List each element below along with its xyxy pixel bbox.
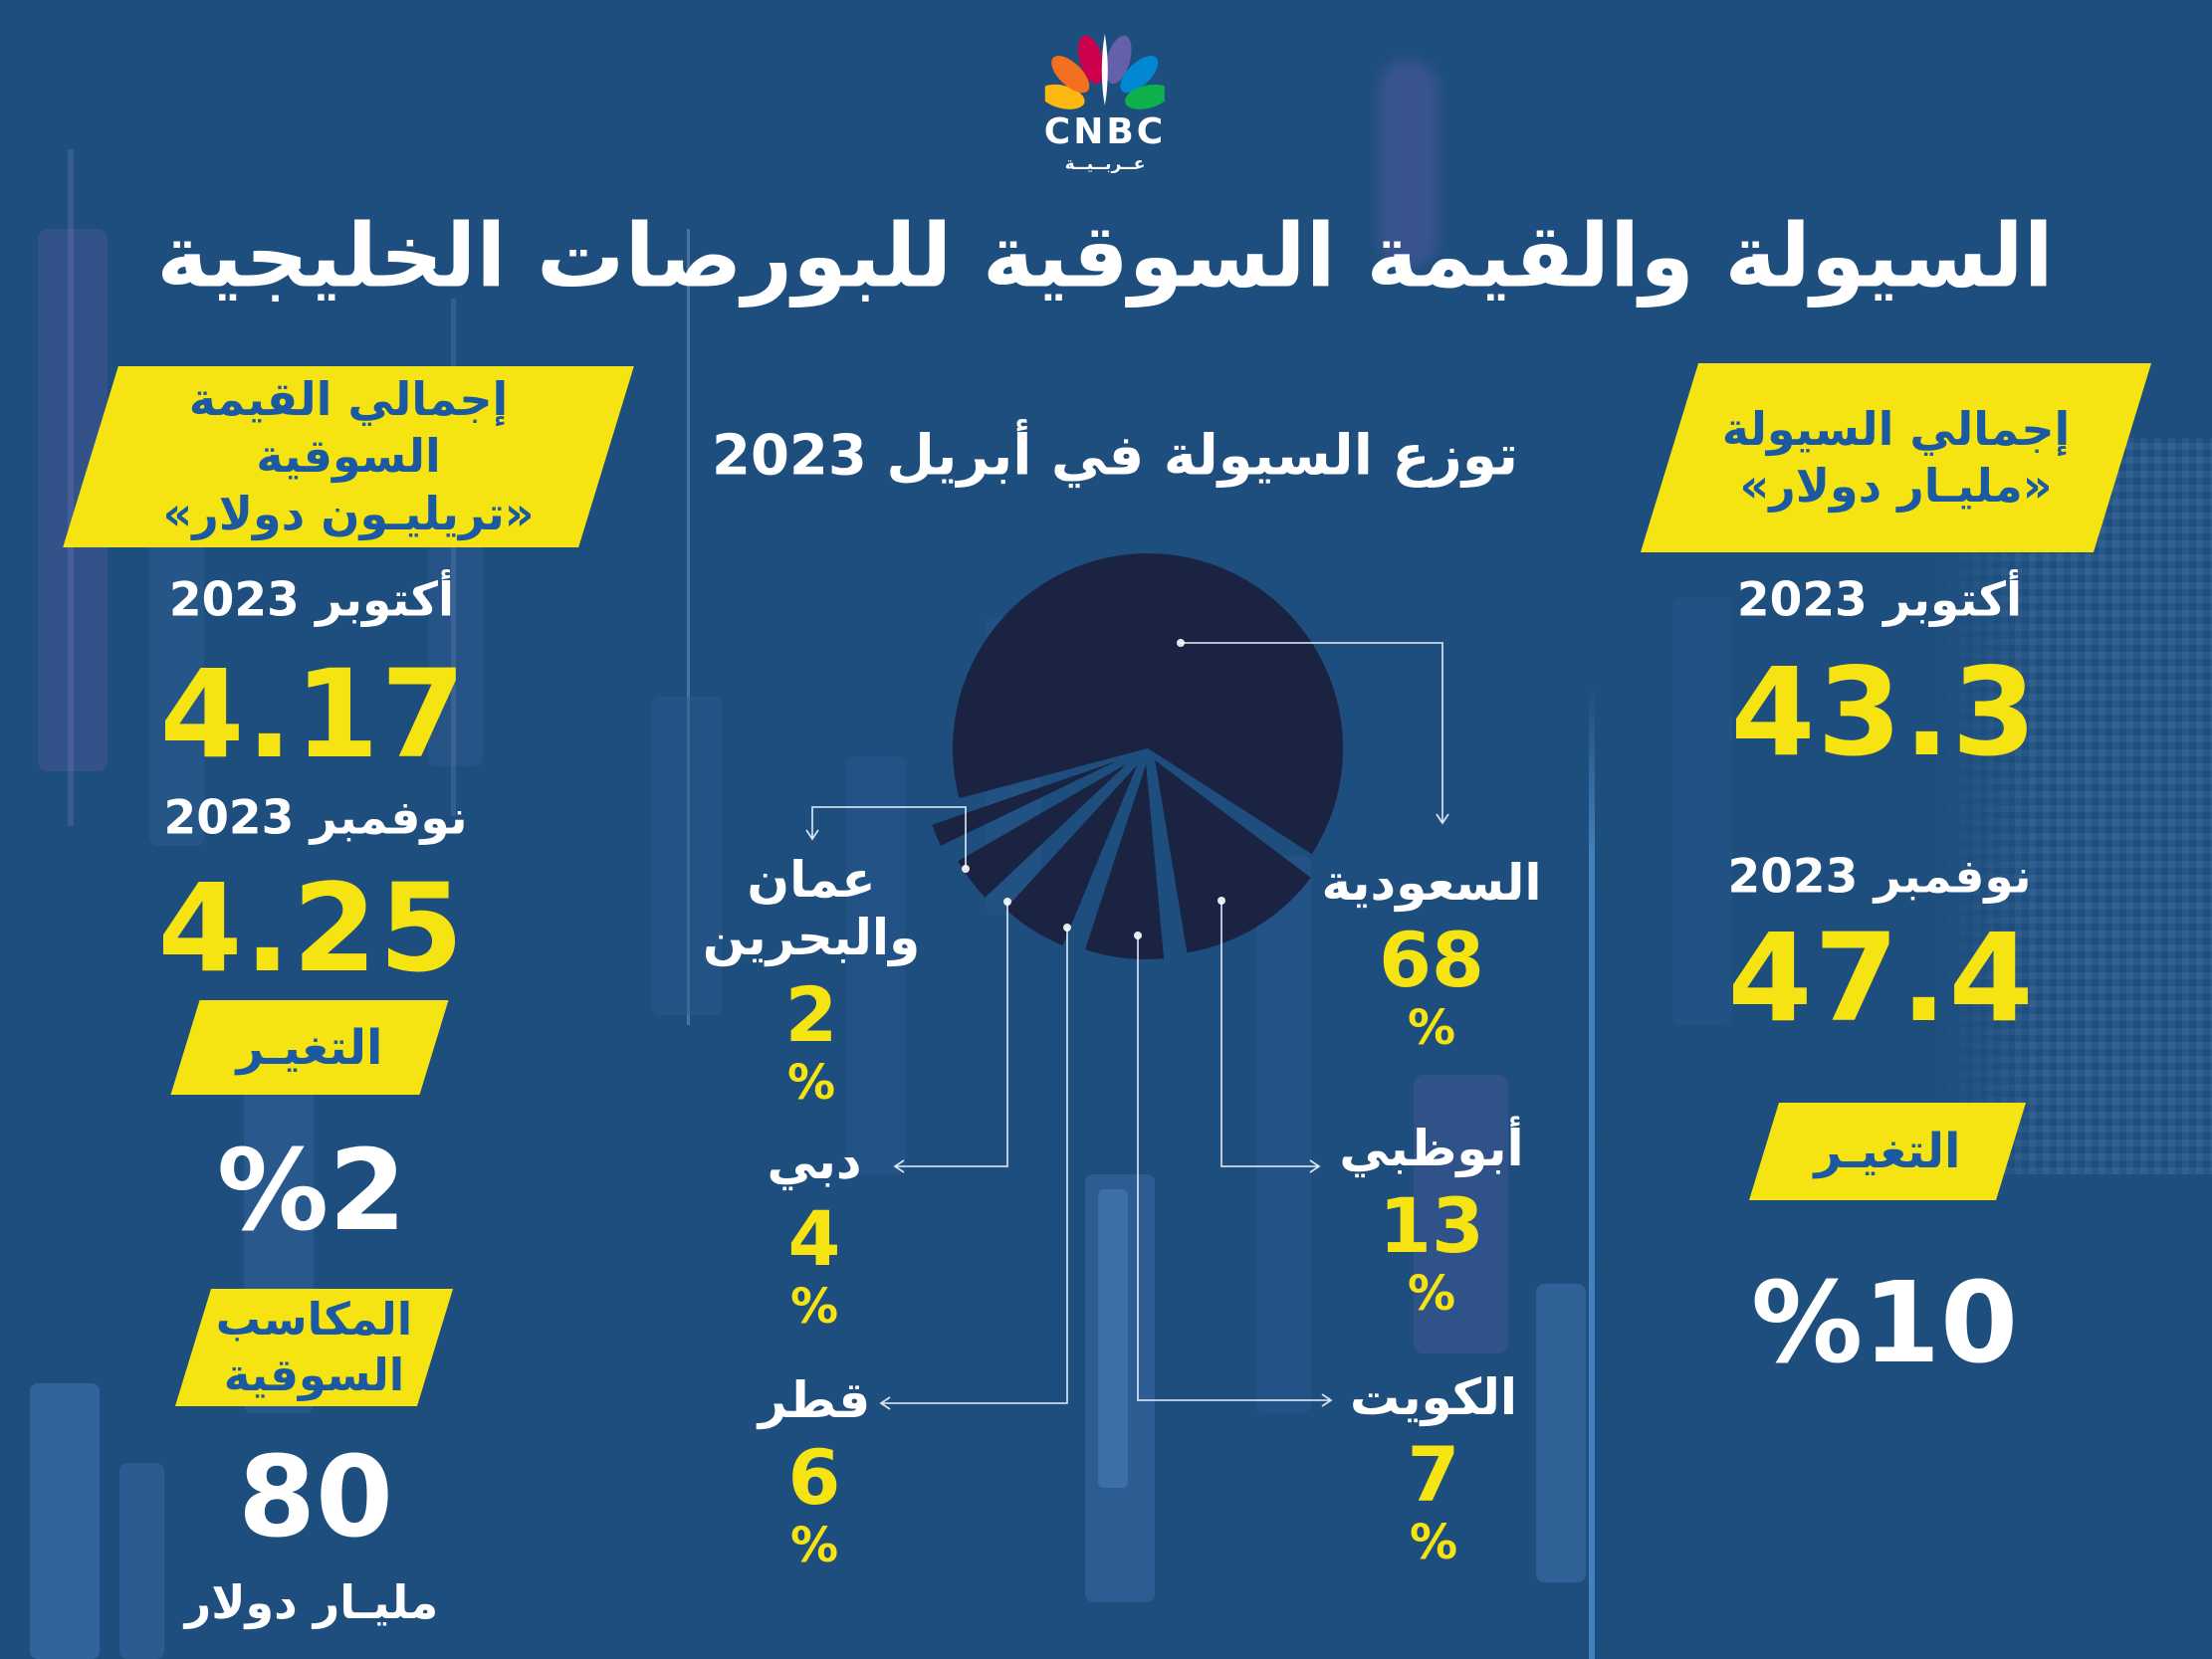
leader-line-saudi (1181, 642, 1449, 825)
liquidity-november-label: نوفمبر 2023 (1727, 849, 2032, 905)
pie-slices (932, 553, 1344, 959)
brand-name: CNBC (1043, 111, 1167, 152)
pie-label-qatar-unit: % (789, 1518, 839, 1574)
pie-slice-abudhabi (1155, 759, 1311, 953)
market-gains-value: 80 (238, 1433, 393, 1562)
liquidity-change-value: %10 (1750, 1259, 2019, 1388)
pie-slice-dubai (958, 763, 1128, 898)
leader-line-dubai (893, 902, 1008, 1173)
peacock-icon (1039, 34, 1171, 109)
market-cap-banner-line1: إجمالي القيمة السوقية (188, 371, 509, 484)
pie-label-dubai-unit: % (789, 1279, 839, 1336)
pie-label-abudhabi-value: 13 (1379, 1181, 1484, 1270)
pie-label-kuwait-value: 7 (1407, 1430, 1460, 1519)
market-cap-november-label: نوفمبر 2023 (163, 790, 468, 846)
pie-label-saudi-name: السعودية (1321, 854, 1542, 912)
liquidity-october-value: 43.3 (1730, 642, 2039, 783)
leader-dot-saudi (1177, 639, 1185, 647)
liquidity-change-banner: التغيـر (1764, 1103, 2011, 1200)
market-gains-unit: مليـار دولار (184, 1575, 439, 1629)
leader-dot-abudhabi (1217, 897, 1225, 905)
market-gains-banner-line2: السوقية (223, 1348, 405, 1401)
pie-slice-oman-bahrain (932, 760, 1117, 846)
leader-dot-dubai (1003, 898, 1011, 906)
pie-label-saudi: السعودية 68 % (1321, 854, 1541, 1053)
liquidity-november-value: 47.4 (1727, 908, 2036, 1049)
pie-label-oman-bahrain-unit: % (786, 1055, 836, 1112)
market-cap-november-value: 4.25 (157, 858, 466, 999)
pie-slice-kuwait (1085, 763, 1165, 959)
market-cap-change-banner-label: التغيـر (236, 1019, 383, 1076)
pie-slice-saudi (953, 553, 1344, 855)
pie-label-kuwait-unit: % (1409, 1515, 1458, 1571)
pie-label-oman-bahrain-value: 2 (784, 970, 838, 1059)
liquidity-october-label: أكتوبر 2023 (1736, 572, 2023, 628)
pie-label-qatar-name: قطر (758, 1371, 871, 1429)
market-cap-change-value: %2 (216, 1127, 407, 1256)
leader-dot-oman-bahrain (962, 865, 970, 873)
chart-title: توزع السيولة في أبريل 2023 (711, 423, 1519, 489)
pie-label-qatar: قطر 6 % (759, 1371, 871, 1570)
pie-label-oman-bahrain: عمان والبحرين 2 % (687, 851, 936, 1108)
pie-label-kuwait: الكويت 7 % (1350, 1368, 1517, 1567)
market-cap-banner: إجمالي القيمة السوقية «تريليـون دولار» (91, 366, 606, 547)
market-gains-banner: المكاسب السوقية (193, 1289, 435, 1406)
liquidity-banner: إجمالي السيولة «مليـار دولار» (1669, 363, 2122, 552)
leader-line-kuwait (1137, 935, 1333, 1407)
pie-label-dubai-name: دبي (767, 1133, 862, 1190)
market-gains-banner-line1: المكاسب (215, 1292, 413, 1346)
market-cap-change-banner: التغيـر (185, 1000, 434, 1095)
pie-label-saudi-value: 68 (1379, 916, 1484, 1004)
market-cap-october-label: أكتوبر 2023 (168, 572, 455, 628)
brand-arabic: عــربــيــة (1064, 154, 1146, 174)
liquidity-change-banner-label: التغيـر (1814, 1124, 1961, 1179)
market-cap-october-value: 4.17 (159, 644, 468, 785)
liquidity-banner-line1: إجمالي السيولة (1721, 401, 2071, 456)
bg-pixel-mosaic (1931, 438, 2212, 1174)
leader-dot-qatar (1063, 924, 1071, 932)
page-title: السيولة والقيمة السوقية للبورصات الخليجي… (156, 204, 2054, 308)
pie-label-dubai-value: 4 (787, 1194, 841, 1283)
leader-line-qatar (879, 928, 1068, 1410)
pie-label-abudhabi-name: أبوظبي (1339, 1120, 1524, 1177)
pie-label-qatar-value: 6 (787, 1433, 841, 1522)
market-cap-banner-line2: «تريليـون دولار» (162, 486, 535, 540)
cnbc-arabia-logo: CNBC عــربــيــة (1039, 32, 1171, 174)
pie-label-oman-bahrain-name: عمان والبحرين (702, 851, 921, 966)
leader-line-abudhabi (1220, 901, 1321, 1173)
pie-label-saudi-unit: % (1407, 1000, 1456, 1057)
leader-dot-kuwait (1134, 932, 1142, 939)
pie-slice-qatar (1004, 764, 1138, 946)
liquidity-banner-line2: «مليـار دولار» (1739, 459, 2053, 513)
pie-label-abudhabi: أبوظبي 13 % (1339, 1120, 1523, 1319)
pie-label-dubai: دبي 4 % (767, 1133, 861, 1332)
pie-label-abudhabi-unit: % (1407, 1266, 1456, 1323)
leader-line-oman-bahrain (805, 806, 967, 869)
pie-label-kuwait-name: الكويت (1349, 1368, 1518, 1426)
